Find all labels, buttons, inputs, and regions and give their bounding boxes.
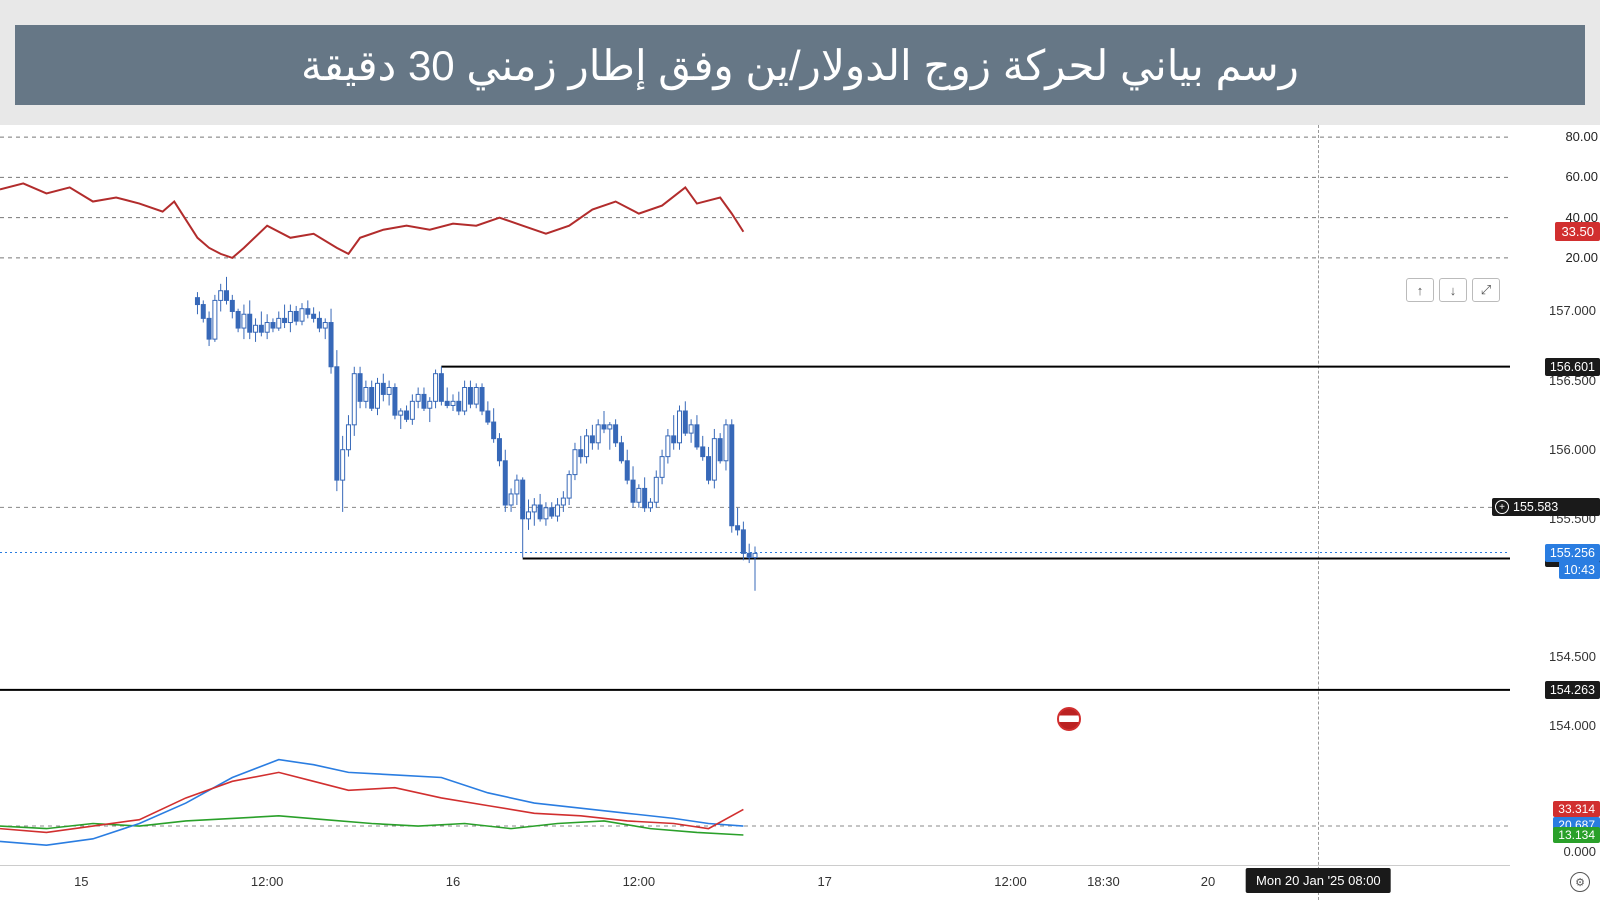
rsi-tick: 20.00: [1565, 250, 1598, 265]
title-banner: رسم بياني لحركة زوج الدولار/ين وفق إطار …: [15, 25, 1585, 105]
us-flag-icon: [1057, 707, 1081, 731]
time-tick: 18:30: [1087, 874, 1120, 889]
rsi-panel: [0, 125, 1510, 270]
rsi-current-tag: 33.50: [1555, 222, 1600, 241]
price-panel[interactable]: [0, 270, 1510, 740]
time-tick: 12:00: [251, 874, 284, 889]
time-tick: 15: [74, 874, 88, 889]
price-tick: 154.500: [1549, 649, 1596, 664]
osc-value-tag: 33.314: [1553, 801, 1600, 817]
oscillator-panel: [0, 743, 1510, 858]
countdown-tag: 10:43: [1559, 561, 1600, 579]
settings-gear-icon[interactable]: ⚙: [1570, 872, 1590, 892]
price-level-tag: 154.263: [1545, 681, 1600, 699]
chart-area[interactable]: 80.0060.0040.0020.0033.50 ↑ ↓ ⤢ 157.0001…: [0, 125, 1600, 900]
current-price-tag: 155.256: [1545, 544, 1600, 562]
price-tick: 156.000: [1549, 442, 1596, 457]
price-tick: 157.000: [1549, 303, 1596, 318]
crosshair-time-tag: Mon 20 Jan '25 08:00: [1246, 868, 1391, 893]
price-tick: 154.000: [1549, 718, 1596, 733]
time-tick: 20: [1201, 874, 1215, 889]
time-axis[interactable]: ⚙ 1512:001612:001712:0018:3020Mon 20 Jan…: [0, 865, 1510, 900]
candle-svg: [0, 270, 1510, 740]
osc-value-tag: 13.134: [1553, 827, 1600, 843]
osc-tick: 0.000: [1563, 844, 1596, 859]
stage: رسم بياني لحركة زوج الدولار/ين وفق إطار …: [0, 0, 1600, 900]
oscillator-axis: 0.00033.31420.68713.134: [1510, 743, 1600, 858]
title-text: رسم بياني لحركة زوج الدولار/ين وفق إطار …: [301, 41, 1299, 90]
time-tick: 12:00: [994, 874, 1027, 889]
add-alert-icon[interactable]: +: [1495, 500, 1509, 514]
osc-svg: [0, 743, 1510, 858]
time-tick: 16: [446, 874, 460, 889]
time-tick: 12:00: [623, 874, 656, 889]
rsi-svg: [0, 125, 1510, 270]
crosshair-price: 155.583: [1513, 500, 1558, 514]
time-tick: 17: [817, 874, 831, 889]
rsi-tick: 80.00: [1565, 129, 1598, 144]
price-level-tag: 156.601: [1545, 358, 1600, 376]
price-axis[interactable]: 157.000156.500156.000155.500154.500154.0…: [1510, 270, 1600, 740]
crosshair-price-tag[interactable]: +155.583: [1492, 498, 1600, 516]
rsi-tick: 60.00: [1565, 169, 1598, 184]
